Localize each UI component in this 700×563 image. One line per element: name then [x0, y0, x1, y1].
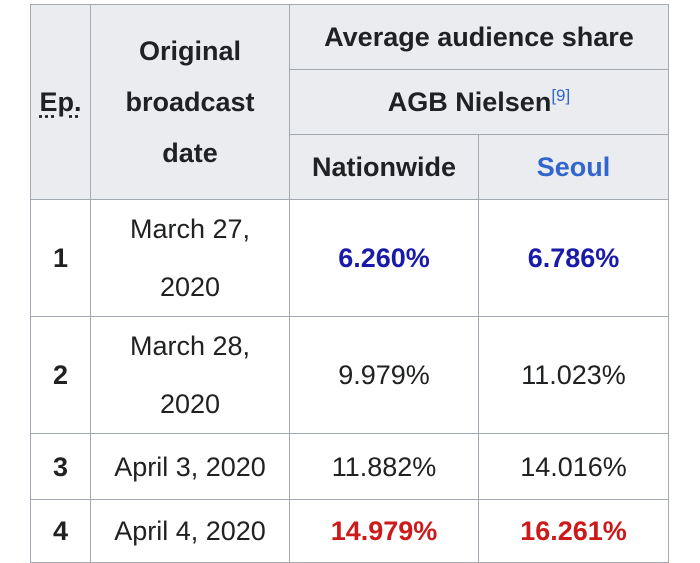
date-cell: March 28, 2020 [90, 316, 290, 434]
date-cell: April 3, 2020 [90, 433, 290, 500]
episode-cell: 1 [30, 199, 91, 317]
seoul-cell: 16.261% [478, 499, 669, 563]
episode-cell: 2 [30, 316, 91, 434]
seoul-cell: 11.023% [478, 316, 669, 434]
table-row: 3 April 3, 2020 11.882% 14.016% [30, 433, 669, 500]
table-row: 1 March 27, 2020 6.260% 6.786% [30, 199, 669, 317]
seoul-cell: 14.016% [478, 433, 669, 500]
nationwide-cell: 6.260% [289, 199, 479, 317]
nationwide-header: Nationwide [289, 134, 479, 200]
date-cell: April 4, 2020 [90, 499, 290, 563]
audience-share-header: Average audience share [289, 4, 669, 70]
broadcast-date-header: Original broadcast date [90, 4, 290, 200]
episode-cell: 3 [30, 433, 91, 500]
table-row: 2 March 28, 2020 9.979% 11.023% [30, 316, 669, 434]
agb-nielsen-header: AGB Nielsen[9] [289, 69, 669, 135]
episode-header[interactable]: Ep. [30, 4, 91, 200]
episode-cell: 4 [30, 499, 91, 563]
citation-link[interactable]: [9] [551, 85, 571, 105]
nationwide-cell: 9.979% [289, 316, 479, 434]
date-cell: March 27, 2020 [90, 199, 290, 317]
table-row: 4 April 4, 2020 14.979% 16.261% [30, 499, 669, 563]
ratings-table: Ep. Original broadcast date Average audi… [30, 4, 669, 563]
seoul-cell: 6.786% [478, 199, 669, 317]
seoul-header[interactable]: Seoul [478, 134, 669, 200]
nationwide-cell: 14.979% [289, 499, 479, 563]
nationwide-cell: 11.882% [289, 433, 479, 500]
